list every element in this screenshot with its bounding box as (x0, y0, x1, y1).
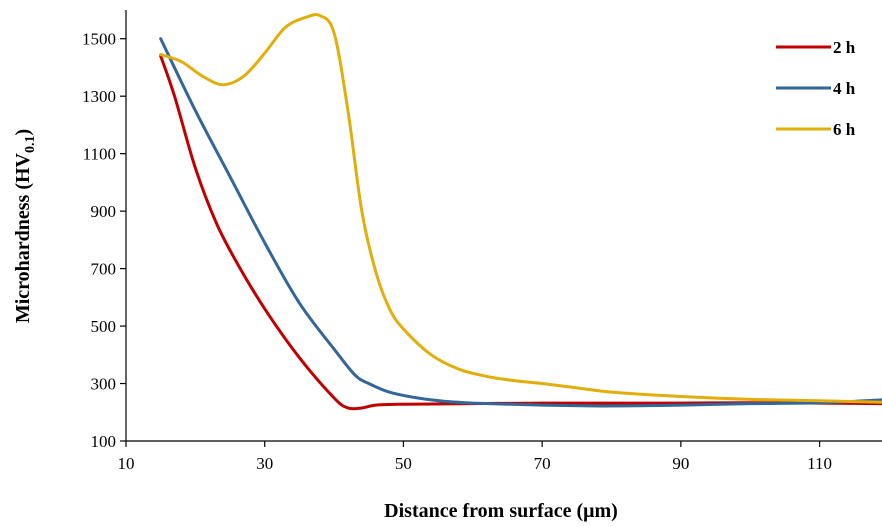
axes: 100 300 500 700 900 1100 1300 1500 10 30 50 70 90 110 (82, 10, 882, 473)
y-tick-label: 100 (91, 432, 117, 451)
x-tick-label: 10 (118, 454, 135, 473)
x-tick-label: 70 (534, 454, 551, 473)
x-axis-title: Distance from surface (μm) (384, 500, 618, 522)
y-axis-title-close: ) (12, 129, 34, 136)
legend-label-1: 2 h (833, 38, 856, 57)
legend-label-3: 6 h (833, 120, 856, 139)
series-line-2 (159, 37, 882, 408)
y-axis-title: Microhardness (HV0.1) (12, 129, 38, 323)
series-line-1 (159, 54, 882, 411)
y-tick-label: 1500 (82, 30, 116, 49)
y-tick-label: 700 (91, 260, 117, 279)
x-tick-label: 50 (395, 454, 412, 473)
y-axis-title-sub: 0.1 (23, 135, 38, 153)
legend-label-2: 4 h (833, 79, 856, 98)
y-tick-label: 300 (91, 375, 117, 394)
y-tick-label: 500 (91, 317, 117, 336)
series-line-3 (159, 13, 882, 404)
y-tick-label: 1300 (82, 87, 116, 106)
y-tick-label: 1100 (83, 145, 116, 164)
y-tick-label: 900 (91, 202, 117, 221)
series-layer (159, 13, 882, 411)
x-tick-label: 30 (256, 454, 273, 473)
y-axis-title-main: Microhardness (HV (12, 152, 34, 323)
legend: 2 h 4 h 6 h (776, 38, 856, 139)
x-tick-label: 90 (672, 454, 689, 473)
x-tick-label: 110 (807, 454, 832, 473)
